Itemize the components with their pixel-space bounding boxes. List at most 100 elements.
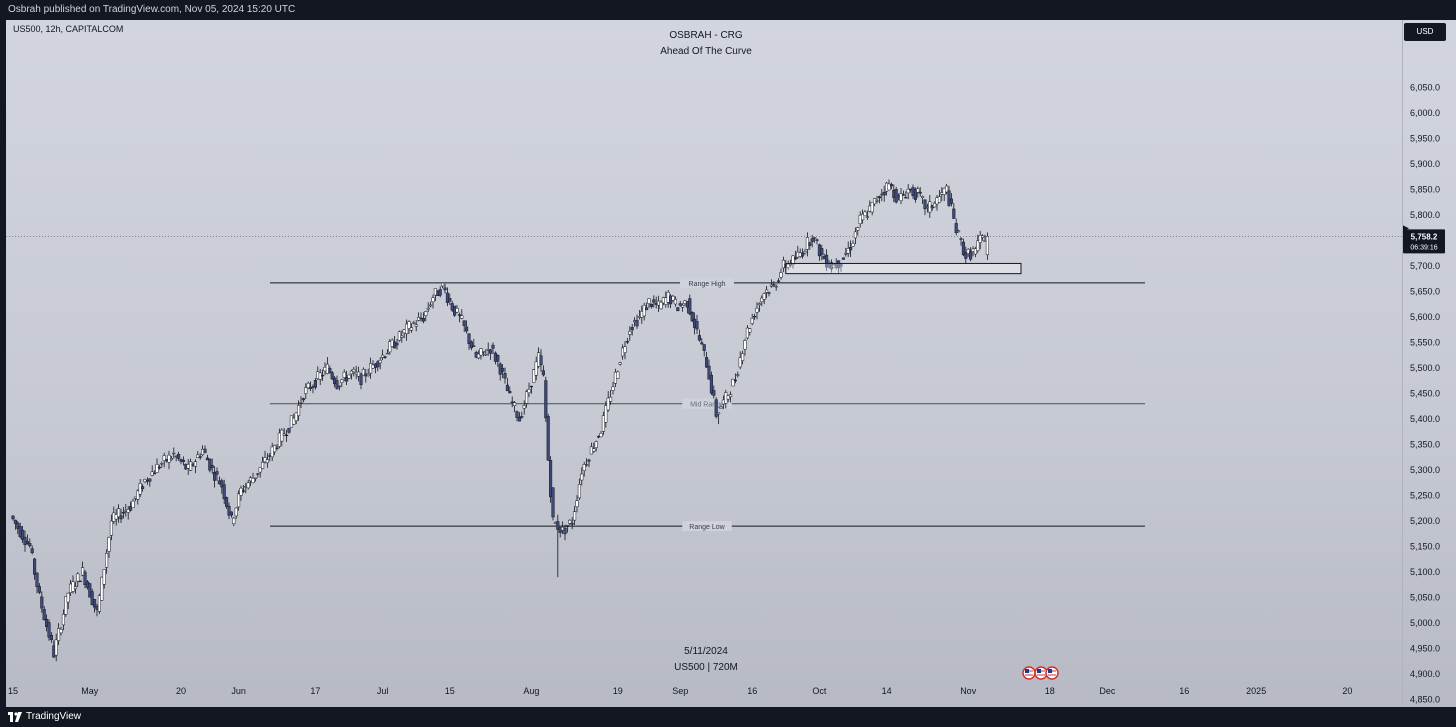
candle-bearish <box>503 373 507 379</box>
candle-bullish <box>378 360 382 364</box>
candle-bearish <box>961 241 965 256</box>
y-tick-label: 5,050.0 <box>1410 593 1440 603</box>
candle-bearish <box>952 208 956 219</box>
candle-bearish <box>88 583 92 598</box>
candle-bullish <box>985 236 989 256</box>
candle-bullish <box>887 183 891 191</box>
candle-bearish <box>707 365 711 380</box>
bottom-date: 5/11/2024 <box>684 646 728 657</box>
candle-bearish <box>539 355 543 366</box>
y-tick-label: 5,850.0 <box>1410 185 1440 195</box>
candle-bullish <box>102 569 106 585</box>
candle-bullish <box>481 351 485 353</box>
y-tick-label: 5,300.0 <box>1410 465 1440 475</box>
candle-bearish <box>733 379 737 382</box>
range-level-label-bg <box>682 521 732 532</box>
candle-bullish <box>945 185 949 193</box>
candle-bearish <box>697 335 701 341</box>
candle-bullish <box>774 286 778 288</box>
candle-bullish <box>577 484 581 499</box>
candle-bullish <box>160 463 164 465</box>
candle-bullish <box>534 361 538 376</box>
candle-bullish <box>765 289 769 293</box>
y-tick-label: 5,500.0 <box>1410 363 1440 373</box>
symbol-info: US500, 12h, CAPITALCOM <box>13 24 124 34</box>
candle-bullish <box>304 387 308 394</box>
candle-bullish <box>573 511 577 521</box>
candle-bullish <box>791 255 795 265</box>
candle-bullish <box>424 311 428 316</box>
publish-header: Osbrah published on TradingView.com, Nov… <box>0 0 1456 20</box>
candle-bullish <box>477 353 481 359</box>
candle-bearish <box>30 548 34 554</box>
candle-bullish <box>64 596 68 615</box>
candle-bullish <box>755 307 759 313</box>
candle-bullish <box>441 282 445 287</box>
candle-bearish <box>222 484 226 500</box>
candle-bearish <box>33 558 37 575</box>
candle-bullish <box>81 567 85 576</box>
candle-bearish <box>472 345 476 347</box>
candle-bullish <box>258 467 262 473</box>
candle-bearish <box>119 515 123 520</box>
x-tick-label: Oct <box>812 686 827 696</box>
x-tick-label: 19 <box>613 686 623 696</box>
candle-bullish <box>337 385 341 388</box>
candle-bullish <box>875 200 879 202</box>
candle-bearish <box>153 472 157 475</box>
x-tick-label: Aug <box>523 686 539 696</box>
candle-bearish <box>203 448 207 453</box>
candle-bearish <box>227 505 231 516</box>
candle-bearish <box>969 251 973 260</box>
candle-bullish <box>851 243 855 247</box>
candle-bearish <box>630 327 634 331</box>
candle-bearish <box>801 252 805 257</box>
candle-bearish <box>563 527 567 535</box>
chart-subtitle: Ahead Of The Curve <box>660 46 752 57</box>
candle-bullish <box>532 369 536 383</box>
y-tick-label: 6,000.0 <box>1410 108 1440 118</box>
support-zone <box>785 262 1022 275</box>
candle-bullish <box>743 340 747 350</box>
candle-bearish <box>395 342 399 346</box>
candle-bearish <box>565 525 569 527</box>
x-tick-label: 20 <box>176 686 186 696</box>
candle-bearish <box>753 316 757 318</box>
candle-bearish <box>652 299 656 303</box>
candle-bearish <box>90 591 94 605</box>
candle-bullish <box>757 303 761 306</box>
range-level-label: Range Low <box>689 524 725 531</box>
candle-bearish <box>901 194 905 196</box>
x-tick-label: 15 <box>8 686 18 696</box>
candle-bearish <box>649 304 653 307</box>
currency-button[interactable]: USD <box>1404 23 1446 41</box>
x-tick-label: 18 <box>1045 686 1055 696</box>
price-axis[interactable] <box>1402 20 1456 707</box>
candle-bullish <box>294 412 298 421</box>
chart-pane[interactable] <box>6 20 1402 707</box>
candle-bearish <box>529 385 533 388</box>
candle-bullish <box>976 240 980 251</box>
chart-title: OSBRAH - CRG <box>669 30 743 41</box>
candle-bullish <box>760 297 764 303</box>
candle-bearish <box>335 380 339 389</box>
candle-bearish <box>47 622 51 638</box>
candle-bullish <box>870 202 874 213</box>
x-tick-label: 2025 <box>1246 686 1266 696</box>
candle-bearish <box>457 314 461 316</box>
candle-bullish <box>172 452 176 455</box>
candle-bearish <box>241 490 245 492</box>
candle-bullish <box>76 573 80 582</box>
candle-bullish <box>726 395 730 400</box>
candle-bearish <box>35 572 39 587</box>
candle-bullish <box>719 406 723 409</box>
candle-bearish <box>517 416 521 422</box>
x-tick-label: Jun <box>231 686 246 696</box>
candle-bearish <box>328 367 332 373</box>
candle-bearish <box>148 478 152 482</box>
y-tick-label: 5,450.0 <box>1410 389 1440 399</box>
candle-bullish <box>109 520 113 536</box>
candle-bearish <box>889 184 893 187</box>
candle-bullish <box>594 441 598 448</box>
candle-bearish <box>695 321 699 330</box>
